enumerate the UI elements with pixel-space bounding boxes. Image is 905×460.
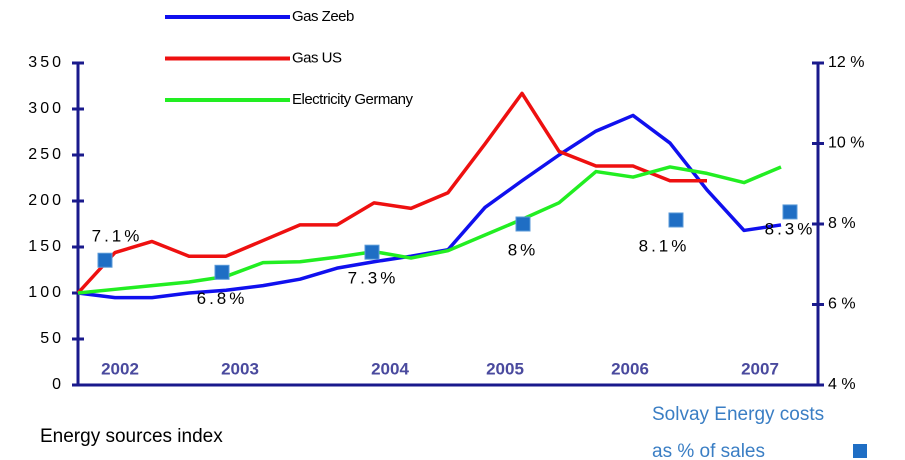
y2-tick-label: 6 %: [828, 296, 856, 313]
marker-legend-swatch: [853, 444, 867, 458]
marker-label: 8.1%: [639, 236, 690, 255]
x-tick-label: 2002: [101, 359, 139, 378]
x-tick-label: 2003: [221, 359, 259, 378]
marker-legend: as % of sales: [652, 441, 765, 460]
series-line: [77, 113, 782, 300]
marker-legend: Solvay Energy costs: [652, 404, 824, 425]
y-tick-label: 150: [28, 238, 64, 255]
y2-tick-label: 10 %: [828, 135, 864, 152]
marker-label: 7.1%: [92, 227, 143, 246]
y2-tick-label: 12 %: [828, 54, 864, 71]
legend-label: Electricity Germany: [292, 91, 414, 108]
y-tick-label: 0: [52, 376, 64, 393]
x-tick-label: 2006: [611, 359, 649, 378]
marker: [214, 264, 230, 280]
y-tick-label: 350: [28, 54, 64, 71]
marker-label: 7.3%: [348, 269, 399, 288]
series-line: [77, 165, 782, 295]
y2-tick-label: 8 %: [828, 215, 856, 232]
marker-label: 8.3%: [765, 219, 816, 238]
y-tick-label: 100: [28, 284, 64, 301]
marker: [668, 212, 684, 228]
y2-tick-label: 4 %: [828, 376, 856, 393]
y-tick-label: 250: [28, 146, 64, 163]
y-tick-label: 50: [40, 330, 64, 347]
marker: [782, 204, 798, 220]
y-tick-label: 200: [28, 192, 64, 209]
marker: [97, 252, 113, 268]
axis-label: Energy sources index: [40, 426, 223, 447]
legend-label: Gas US: [292, 49, 342, 66]
x-tick-label: 2007: [741, 359, 779, 378]
marker-label: 6.8%: [197, 289, 248, 308]
legend-label: Gas Zeeb: [292, 8, 354, 25]
series-line: [76, 91, 707, 295]
marker-label: 8%: [508, 240, 539, 259]
marker: [364, 244, 380, 260]
marker: [515, 216, 531, 232]
x-tick-label: 2005: [486, 359, 524, 378]
y-tick-label: 300: [28, 100, 64, 117]
x-tick-label: 2004: [371, 359, 409, 378]
